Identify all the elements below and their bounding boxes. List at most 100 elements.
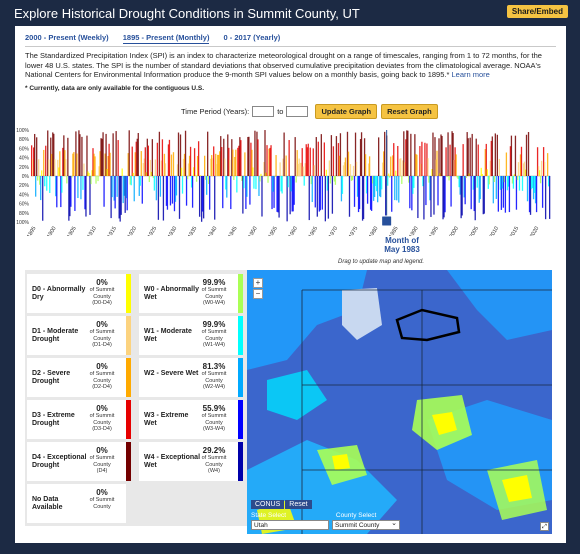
- wet-bar: [508, 176, 511, 213]
- dry-bar: [99, 151, 101, 176]
- wet-bar: [171, 176, 174, 204]
- fullscreen-icon[interactable]: ⤢: [540, 522, 549, 531]
- map-canvas[interactable]: [247, 270, 552, 534]
- dry-bar: [266, 145, 268, 176]
- wet-bar: [377, 176, 379, 203]
- wet-bar: [470, 176, 472, 210]
- dry-bar: [455, 154, 457, 176]
- x-tick-label: 1995: [429, 226, 440, 236]
- x-tick-label: 1980: [368, 226, 379, 236]
- wet-bar: [222, 176, 224, 209]
- wet-bar: [444, 176, 446, 213]
- legend-swatch: [238, 316, 243, 355]
- dry-bar: [384, 131, 386, 176]
- dry-bar: [305, 144, 307, 176]
- wet-bar: [476, 176, 478, 188]
- zoom-out-button[interactable]: −: [253, 289, 263, 299]
- tab-monthly[interactable]: 1895 - Present (Monthly): [122, 33, 210, 44]
- legend-subtext-line: County: [205, 293, 223, 300]
- wet-bar: [362, 176, 365, 220]
- map-reset-button[interactable]: Reset: [285, 500, 312, 509]
- spi-chart[interactable]: 100%80%60%40%20%0%20%40%60%80%100%1895 19…: [15, 124, 566, 236]
- dry-bar: [388, 173, 390, 176]
- wet-bar: [123, 176, 125, 196]
- county-select[interactable]: Summit County: [332, 519, 400, 530]
- wet-bar: [120, 176, 122, 215]
- tab-yearly[interactable]: 0 - 2017 (Yearly): [223, 33, 281, 42]
- end-year-input[interactable]: [286, 106, 309, 117]
- wet-bar: [351, 176, 354, 181]
- dry-bar: [346, 131, 349, 176]
- slider-handle: [381, 215, 393, 227]
- dry-bar: [317, 141, 319, 176]
- conus-button[interactable]: CONUS: [251, 500, 285, 509]
- dry-bar: [142, 163, 144, 176]
- legend-subtext-line: of Summit: [201, 371, 227, 377]
- legend-subtext-line: (D4): [96, 468, 108, 474]
- dry-bar: [538, 170, 541, 176]
- time-period-controls: Time Period (Years): to Update Graph Res…: [181, 104, 438, 119]
- dry-bar: [542, 147, 545, 176]
- map-region-wet-nw: [247, 270, 367, 370]
- wet-bar: [201, 176, 204, 212]
- drought-map[interactable]: + − CONUS Reset State Select County Selec…: [247, 270, 552, 534]
- update-graph-button[interactable]: Update Graph: [315, 104, 378, 119]
- x-tick-label: 1975: [348, 226, 359, 236]
- dry-bar: [257, 139, 259, 176]
- share-embed-button[interactable]: Share/Embed: [506, 5, 568, 18]
- state-select[interactable]: Utah: [251, 520, 329, 530]
- wet-bar: [422, 176, 424, 187]
- wet-bar: [173, 176, 176, 212]
- county-boundaries: [301, 289, 552, 534]
- dry-bar: [52, 132, 54, 176]
- dry-bar: [210, 158, 212, 176]
- wet-bar: [356, 176, 359, 197]
- dry-bar: [228, 147, 230, 176]
- dry-bar: [309, 147, 311, 176]
- legend-item: No Data Available 0% of Summit County: [27, 484, 131, 523]
- dry-bar: [332, 146, 335, 176]
- dry-bar: [38, 159, 40, 176]
- x-tick-label: 1930: [167, 226, 178, 236]
- dry-bar: [254, 130, 256, 176]
- wet-bar: [417, 176, 419, 219]
- legend-swatch: [238, 400, 243, 439]
- tab-weekly[interactable]: 2000 - Present (Weekly): [25, 33, 109, 42]
- map-controls: CONUS Reset State Select County Select Ut…: [251, 493, 400, 530]
- legend-subtext-line: (W1-W4): [203, 342, 225, 348]
- dry-bar: [260, 173, 262, 176]
- dry-bar: [213, 146, 215, 176]
- wet-bar: [412, 176, 414, 194]
- dry-bar: [270, 145, 272, 176]
- drag-note: Drag to update map and legend.: [338, 259, 425, 265]
- dry-bar: [91, 170, 93, 176]
- zoom-in-button[interactable]: +: [253, 278, 263, 288]
- dry-bar: [434, 137, 436, 176]
- wet-bar: [116, 176, 118, 197]
- dry-bar: [32, 158, 34, 176]
- x-tick-label: 1955: [268, 226, 279, 236]
- wet-bar: [425, 176, 427, 206]
- dry-bar: [301, 148, 303, 176]
- wet-bar: [492, 176, 494, 204]
- dry-bar: [481, 173, 483, 176]
- reset-graph-button[interactable]: Reset Graph: [381, 104, 438, 119]
- learn-more-link[interactable]: Learn more: [451, 70, 490, 79]
- legend-swatch: [238, 442, 243, 481]
- wet-bar: [74, 176, 76, 211]
- wet-bar: [316, 176, 318, 217]
- wet-bar: [366, 176, 369, 204]
- state-select-label: State Select: [251, 512, 287, 519]
- start-year-input[interactable]: [252, 106, 275, 117]
- wet-bar: [502, 176, 505, 208]
- dry-bar: [416, 154, 418, 176]
- wet-bar: [95, 176, 97, 184]
- wet-bar: [374, 176, 377, 186]
- dry-bar: [297, 163, 299, 176]
- dry-bar: [368, 156, 371, 176]
- dry-bar: [244, 152, 246, 176]
- wet-bar: [111, 176, 113, 198]
- legend-subtext-line: (D1-D4): [92, 342, 112, 348]
- dry-bar: [509, 146, 512, 176]
- dry-bar: [79, 134, 81, 176]
